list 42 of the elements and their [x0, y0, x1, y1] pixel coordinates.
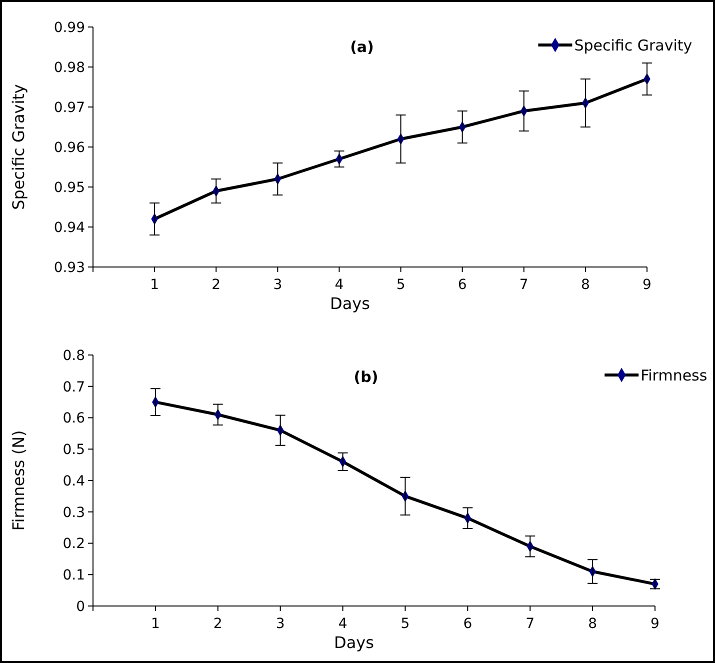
y-axis-title: Specific Gravity: [9, 84, 28, 210]
y-tick-label: 0.5: [62, 442, 85, 458]
y-tick-label: 0.4: [62, 473, 86, 490]
text: (a): [350, 38, 374, 56]
x-tick-label: 4: [334, 277, 344, 293]
y-tick-label: 0.98: [54, 60, 85, 76]
x-tick-label: 8: [588, 616, 598, 632]
x-tick-label: 1: [150, 616, 160, 632]
y-tick-label: 0.95: [54, 180, 85, 196]
y-tick-label: 0.93: [54, 260, 85, 276]
text: (b): [354, 368, 378, 386]
x-axis-title: Days: [330, 294, 370, 313]
x-tick-label: 2: [212, 277, 221, 293]
legend-label: Specific Gravity: [574, 36, 692, 54]
y-tick-label: 0.8: [62, 348, 85, 364]
x-tick-label: 7: [526, 616, 535, 632]
y-tick-label: 0.96: [54, 140, 86, 156]
x-tick-label: 5: [400, 616, 410, 632]
x-tick-label: 5: [396, 277, 406, 293]
x-tick-label: 3: [276, 616, 285, 632]
x-tick-label: 3: [273, 277, 282, 293]
y-tick-label: 0.94: [54, 220, 86, 236]
x-axis-title: Days: [334, 633, 374, 652]
x-tick-label: 6: [463, 616, 472, 632]
x-tick-label: 7: [519, 277, 528, 293]
x-tick-label: 6: [458, 277, 467, 293]
x-tick-label: 1: [150, 277, 160, 293]
x-tick-label: 8: [580, 277, 590, 293]
y-tick-label: 0.1: [62, 568, 85, 584]
y-tick-label: 0.3: [62, 504, 85, 521]
y-axis-title: Firmness (N): [9, 430, 28, 531]
y-tick-label: 0.7: [62, 379, 85, 396]
y-tick-label: 0: [76, 598, 85, 615]
y-tick-label: 0.2: [62, 536, 85, 552]
x-tick-label: 4: [338, 616, 348, 632]
y-tick-label: 0.99: [54, 20, 85, 36]
legend-label: Firmness: [640, 366, 708, 384]
y-tick-label: 0.97: [54, 100, 85, 116]
x-tick-label: 2: [213, 616, 222, 632]
x-tick-label: 9: [642, 277, 652, 293]
x-tick-label: 9: [650, 616, 660, 632]
y-tick-label: 0.6: [62, 410, 86, 427]
